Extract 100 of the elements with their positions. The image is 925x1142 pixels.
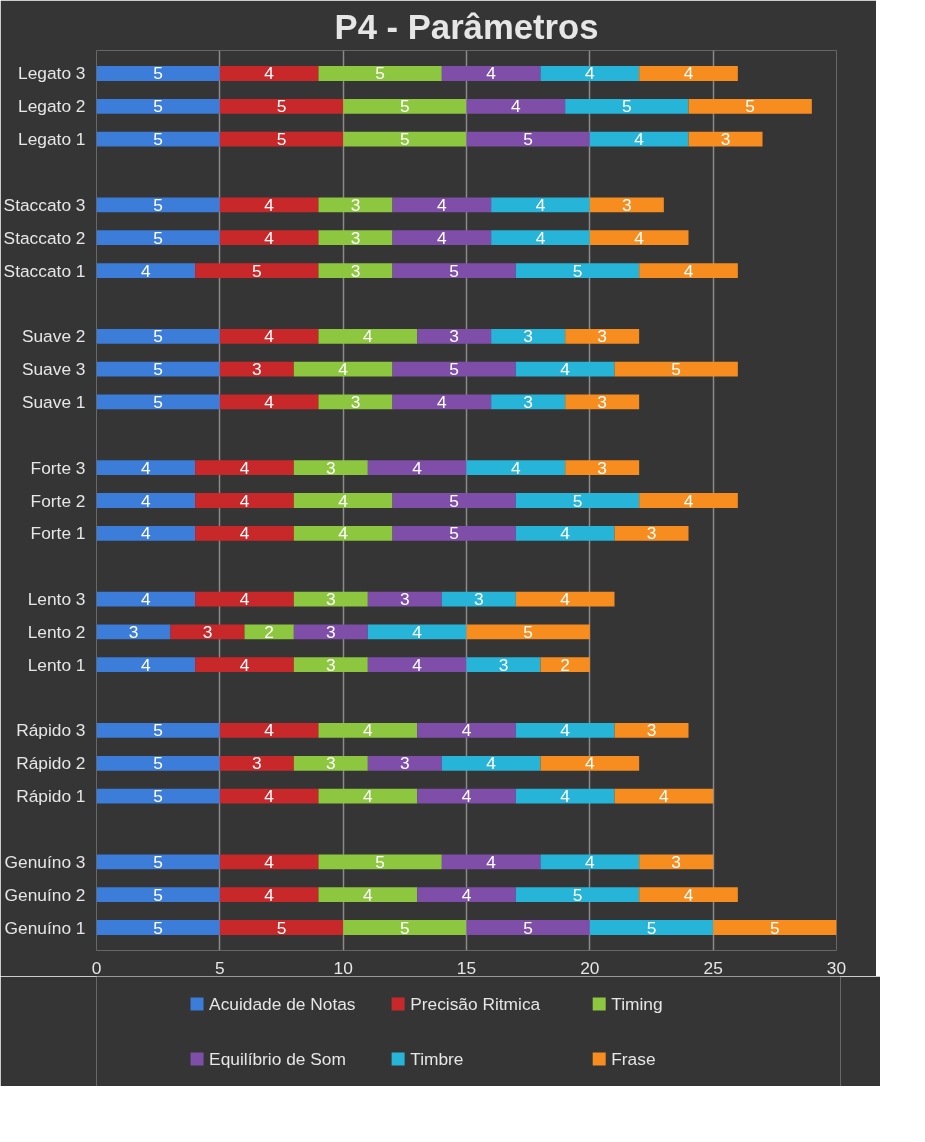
bar	[515, 723, 615, 738]
data-label: 3	[252, 753, 262, 774]
bar	[96, 525, 196, 541]
bar	[639, 493, 738, 508]
data-label: 5	[153, 917, 163, 938]
data-label: 4	[585, 753, 596, 774]
bar	[96, 66, 220, 81]
x-tick-label: 25	[703, 957, 723, 978]
data-label: 4	[363, 884, 374, 905]
bar	[170, 624, 245, 640]
x-tick-label: 0	[91, 957, 102, 978]
bar	[96, 624, 171, 640]
chart-title: P4 - Parâmetros	[334, 7, 599, 46]
data-label: 3	[671, 851, 681, 872]
data-label: 3	[202, 621, 213, 642]
bar	[589, 131, 689, 147]
data-label: 3	[400, 589, 410, 610]
bar	[219, 66, 319, 81]
legend-label: Precisão Ritmica	[410, 994, 541, 1014]
bar	[219, 920, 344, 935]
data-label: 4	[239, 490, 250, 511]
bar	[318, 197, 393, 213]
data-label: 4	[461, 786, 472, 807]
data-label: 4	[264, 227, 275, 248]
bar	[219, 887, 319, 903]
data-label: 5	[449, 260, 459, 281]
y-tick-label: Rápido 1	[16, 786, 86, 807]
data-label: 4	[659, 786, 670, 807]
data-label: 3	[597, 457, 607, 478]
data-label: 4	[412, 654, 423, 675]
data-label: 5	[153, 884, 163, 905]
legend-label: Frase	[611, 1049, 656, 1069]
data-label: 4	[683, 884, 694, 905]
data-label: 4	[511, 457, 522, 478]
data-label: 5	[276, 96, 287, 117]
data-label: 4	[634, 227, 645, 248]
bar	[392, 394, 492, 410]
data-label: 4	[264, 720, 275, 741]
data-label: 5	[276, 917, 287, 938]
bar	[466, 131, 590, 147]
data-label: 4	[264, 851, 275, 872]
data-label: 5	[400, 129, 410, 150]
bar	[441, 66, 541, 81]
x-tick-label: 10	[333, 957, 353, 978]
data-label: 3	[474, 589, 484, 610]
bar	[491, 230, 590, 246]
data-label: 4	[437, 227, 448, 248]
data-label: 5	[646, 917, 657, 938]
data-label: 3	[326, 457, 336, 478]
bar	[441, 755, 541, 771]
y-tick-label: Staccato 3	[3, 194, 86, 215]
data-label: 4	[239, 523, 250, 544]
bar	[367, 460, 467, 476]
bar	[195, 591, 294, 607]
bar	[392, 230, 492, 246]
y-tick-label: Staccato 2	[3, 227, 86, 248]
bar	[466, 98, 566, 114]
bar	[318, 230, 393, 246]
data-label: 4	[264, 63, 275, 84]
bar	[614, 788, 714, 804]
bar	[219, 328, 319, 344]
data-label: 5	[153, 391, 163, 412]
bar	[392, 493, 516, 508]
bar	[639, 854, 714, 870]
bar	[589, 197, 664, 213]
data-label: 4	[264, 391, 275, 412]
legend-label: Timing	[611, 994, 663, 1014]
data-label: 5	[572, 260, 583, 281]
bar	[96, 263, 196, 278]
data-label: 3	[252, 359, 262, 380]
data-label: 3	[523, 326, 533, 347]
bar	[614, 525, 689, 541]
bar	[589, 920, 714, 935]
data-label: 5	[153, 194, 163, 215]
data-label: 4	[363, 720, 374, 741]
data-label: 5	[572, 490, 583, 511]
data-label: 5	[153, 326, 163, 347]
data-label: 4	[363, 786, 374, 807]
y-tick-label: Forte 2	[30, 490, 86, 511]
bar	[639, 66, 738, 81]
bar	[96, 887, 220, 903]
y-tick-label: Legato 3	[18, 63, 86, 84]
data-label: 4	[264, 326, 275, 347]
y-tick-label: Genuíno 2	[4, 884, 86, 905]
data-label: 4	[239, 457, 250, 478]
y-tick-label: Lento 2	[27, 621, 86, 642]
data-label: 5	[523, 129, 533, 150]
bar	[318, 887, 418, 903]
bar	[713, 920, 837, 935]
bar	[639, 263, 738, 278]
bar	[219, 361, 294, 377]
bar	[614, 361, 738, 377]
data-label: 5	[252, 260, 262, 281]
data-label: 5	[671, 359, 681, 380]
bar	[343, 920, 467, 935]
bar	[417, 328, 492, 344]
y-tick-label: Genuíno 1	[4, 917, 86, 938]
bar	[466, 460, 566, 476]
data-label: 4	[239, 654, 250, 675]
data-label: 5	[745, 96, 755, 117]
